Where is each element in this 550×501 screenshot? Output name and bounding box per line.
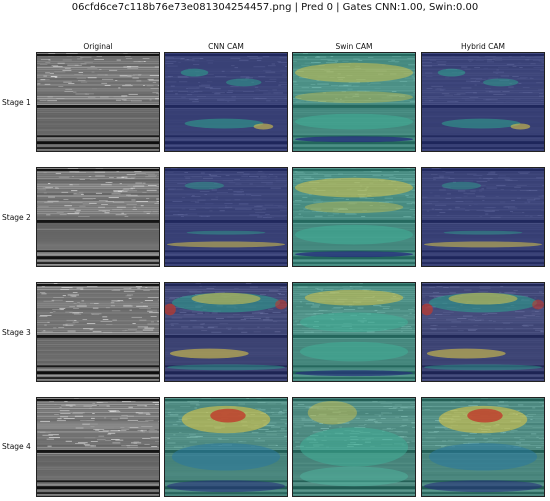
panel-stage-2-original bbox=[36, 167, 160, 267]
row-label-stage-1: Stage 1 bbox=[2, 98, 31, 107]
heatmap-image bbox=[422, 283, 544, 381]
figure-title: 06cfd6ce7c118b76e73e081304254457.png | P… bbox=[71, 2, 479, 13]
panel-stage-1-swin-cam bbox=[292, 52, 416, 152]
column-header-swin-cam: Swin CAM bbox=[335, 42, 373, 51]
heatmap-image bbox=[165, 168, 287, 266]
heatmap-image bbox=[293, 398, 415, 496]
heatmap-image bbox=[37, 53, 159, 151]
heatmap-image bbox=[422, 398, 544, 496]
heatmap-image bbox=[293, 168, 415, 266]
panel-stage-2-hybrid-cam bbox=[421, 167, 545, 267]
column-header-cnn-cam: CNN CAM bbox=[208, 42, 244, 51]
panel-stage-3-hybrid-cam bbox=[421, 282, 545, 382]
heatmap-image bbox=[37, 398, 159, 496]
row-label-stage-4: Stage 4 bbox=[2, 442, 31, 451]
heatmap-image bbox=[165, 398, 287, 496]
panel-stage-3-cnn-cam bbox=[164, 282, 288, 382]
row-label-stage-2: Stage 2 bbox=[2, 213, 31, 222]
heatmap-image bbox=[165, 283, 287, 381]
heatmap-image bbox=[422, 53, 544, 151]
panel-stage-1-hybrid-cam bbox=[421, 52, 545, 152]
heatmap-image bbox=[293, 53, 415, 151]
heatmap-image bbox=[293, 283, 415, 381]
panel-stage-4-original bbox=[36, 397, 160, 497]
panel-stage-4-swin-cam bbox=[292, 397, 416, 497]
panel-stage-1-original bbox=[36, 52, 160, 152]
panel-stage-4-hybrid-cam bbox=[421, 397, 545, 497]
column-header-hybrid-cam: Hybrid CAM bbox=[461, 42, 505, 51]
panel-stage-3-original bbox=[36, 282, 160, 382]
heatmap-image bbox=[422, 168, 544, 266]
heatmap-image bbox=[165, 53, 287, 151]
heatmap-image bbox=[37, 283, 159, 381]
panel-stage-2-cnn-cam bbox=[164, 167, 288, 267]
panel-stage-1-cnn-cam bbox=[164, 52, 288, 152]
panel-stage-2-swin-cam bbox=[292, 167, 416, 267]
row-label-stage-3: Stage 3 bbox=[2, 328, 31, 337]
column-header-original: Original bbox=[83, 42, 113, 51]
panel-stage-4-cnn-cam bbox=[164, 397, 288, 497]
panel-stage-3-swin-cam bbox=[292, 282, 416, 382]
heatmap-image bbox=[37, 168, 159, 266]
